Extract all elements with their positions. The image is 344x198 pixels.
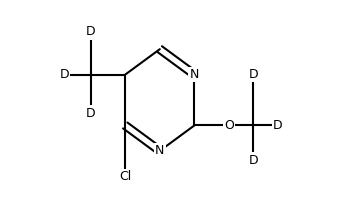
Text: D: D [248, 153, 258, 167]
Text: D: D [60, 68, 69, 81]
Text: N: N [155, 144, 164, 157]
Text: D: D [86, 25, 96, 38]
Text: Cl: Cl [119, 170, 131, 183]
Text: D: D [273, 119, 282, 132]
Text: O: O [224, 119, 234, 132]
Text: D: D [86, 107, 96, 120]
Text: D: D [248, 68, 258, 81]
Text: N: N [190, 68, 199, 81]
